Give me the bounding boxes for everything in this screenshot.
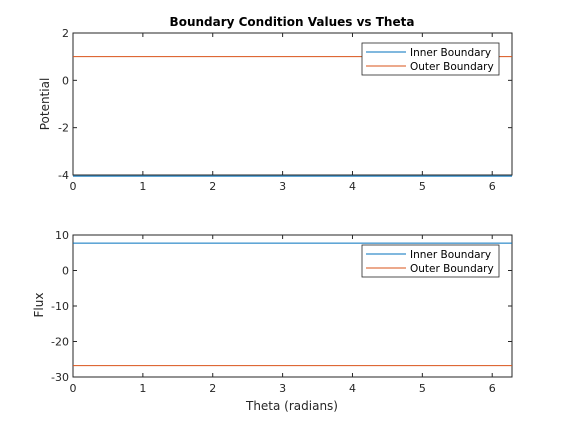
potential-x-tick-label: 4	[349, 180, 356, 193]
potential-y-axis-label: Potential	[38, 78, 52, 131]
potential-legend-label: Outer Boundary	[410, 61, 494, 73]
potential-legend-box	[361, 42, 500, 76]
potential-x-tick-label: 6	[489, 180, 496, 193]
potential-legend: Inner Boundary Outer Boundary	[361, 42, 500, 76]
flux-x-tick-label: 3	[279, 382, 286, 395]
flux-x-axis-label: Theta (radians)	[245, 399, 338, 413]
flux-y-tick-label: -20	[51, 336, 69, 349]
flux-x-tick-label: 1	[139, 382, 146, 395]
flux-legend-label: Inner Boundary	[410, 249, 491, 261]
potential-x-tick-label: 2	[209, 180, 216, 193]
flux-subplot: 0 1 2 3 4 5 6 -30 -20 -10 0 10 Inner Boundary Outer B…	[51, 229, 513, 395]
potential-legend-label: Inner Boundary	[410, 47, 491, 59]
flux-legend: Inner Boundary Outer Boundary	[361, 244, 500, 278]
potential-subplot: 0 1 2 3 4 5 6 -4 -2 0 2 Inner Boundary Outer Boundar…	[58, 27, 513, 193]
potential-y-tick-label: 2	[62, 27, 69, 40]
chart-title: Boundary Condition Values vs Theta	[170, 15, 415, 29]
flux-y-axis-label: Flux	[32, 293, 46, 318]
potential-x-tick-label: 0	[70, 180, 77, 193]
flux-y-tick-label: 0	[62, 265, 69, 278]
potential-y-tick-label: -2	[58, 122, 69, 135]
flux-x-tick-label: 2	[209, 382, 216, 395]
potential-y-tick-label: 0	[62, 74, 69, 87]
flux-x-tick-label: 0	[70, 382, 77, 395]
flux-legend-box	[361, 244, 500, 278]
flux-x-tick-label: 4	[349, 382, 356, 395]
potential-x-tick-label: 1	[139, 180, 146, 193]
potential-y-tick-label: -4	[58, 169, 69, 182]
flux-x-tick-label: 6	[489, 382, 496, 395]
flux-x-tick-label: 5	[419, 382, 426, 395]
flux-y-tick-label: -30	[51, 371, 69, 384]
potential-x-tick-label: 5	[419, 180, 426, 193]
potential-x-tick-label: 3	[279, 180, 286, 193]
flux-legend-label: Outer Boundary	[410, 263, 494, 275]
flux-y-tick-label: 10	[55, 229, 69, 242]
flux-y-tick-label: -10	[51, 300, 69, 313]
